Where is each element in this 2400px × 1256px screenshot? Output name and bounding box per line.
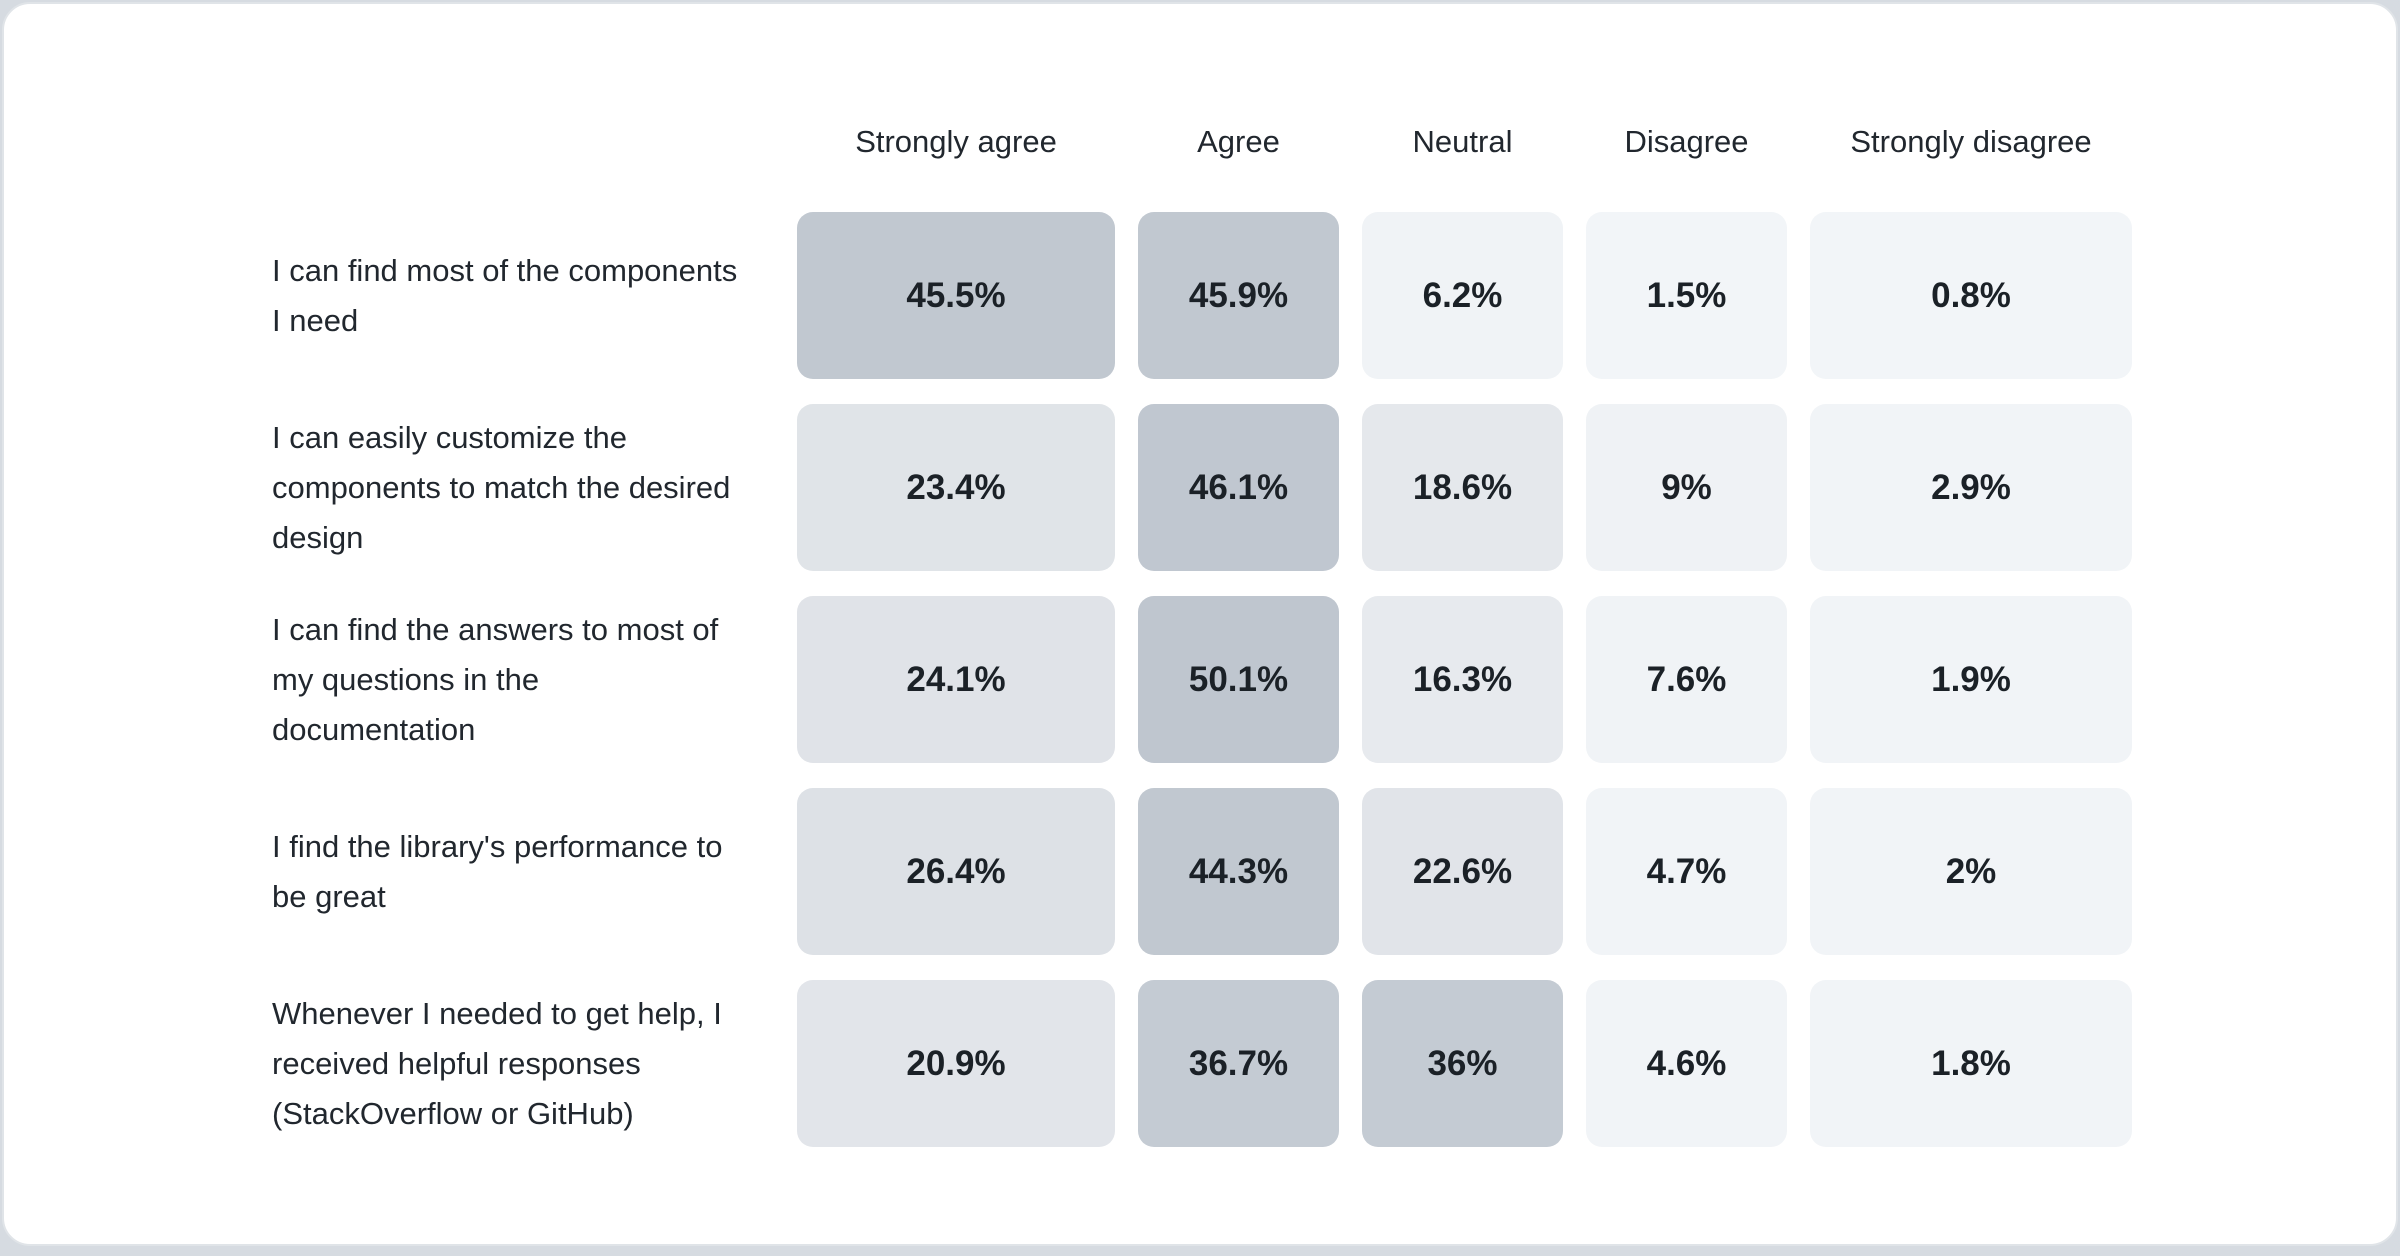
heatmap-cell-r1-neutral: 6.2% [1362,212,1563,379]
heatmap-cell-r5-agree: 36.7% [1138,980,1339,1147]
column-header-strongly-disagree: Strongly disagree [1850,124,2092,159]
column-header-strongly-agree: Strongly agree [855,124,1057,159]
column-header-neutral: Neutral [1412,124,1513,159]
heatmap-cell-r1-disagree: 1.5% [1586,212,1787,379]
heatmap-cell-r2-neutral: 18.6% [1362,404,1563,571]
heatmap-cell-r1-agree: 45.9% [1138,212,1339,379]
likert-heatmap: Strongly agree Agree Neutral Disagree St… [272,97,2132,1147]
column-header-agree: Agree [1197,124,1280,159]
heatmap-cell-r3-strongly-agree: 24.1% [797,596,1115,763]
heatmap-cell-r5-strongly-agree: 20.9% [797,980,1115,1147]
heatmap-cell-r3-neutral: 16.3% [1362,596,1563,763]
column-header-disagree: Disagree [1624,124,1749,159]
heatmap-cell-r2-disagree: 9% [1586,404,1787,571]
heatmap-cell-r3-disagree: 7.6% [1586,596,1787,763]
heatmap-cell-r2-strongly-disagree: 2.9% [1810,404,2132,571]
heatmap-cell-r2-agree: 46.1% [1138,404,1339,571]
heatmap-cell-r5-neutral: 36% [1362,980,1563,1147]
heatmap-cell-r1-strongly-disagree: 0.8% [1810,212,2132,379]
heatmap-cell-r3-strongly-disagree: 1.9% [1810,596,2132,763]
heatmap-cell-r4-agree: 44.3% [1138,788,1339,955]
heatmap-cell-r4-strongly-agree: 26.4% [797,788,1115,955]
heatmap-cell-r1-strongly-agree: 45.5% [797,212,1115,379]
heatmap-cell-r4-strongly-disagree: 2% [1810,788,2132,955]
heatmap-cell-r5-strongly-disagree: 1.8% [1810,980,2132,1147]
heatmap-cell-r2-strongly-agree: 23.4% [797,404,1115,571]
matrix-corner-spacer [272,97,774,187]
heatmap-cell-r3-agree: 50.1% [1138,596,1339,763]
row-label-documentation-answers: I can find the answers to most of my que… [272,611,719,747]
row-label-library-performance: I find the library's performance to be g… [272,828,723,914]
heatmap-cell-r4-disagree: 4.7% [1586,788,1787,955]
heatmap-cell-r5-disagree: 4.6% [1586,980,1787,1147]
row-label-customize-components: I can easily customize the components to… [272,419,731,555]
row-label-helpful-responses: Whenever I needed to get help, I receive… [272,995,722,1131]
heatmap-cell-r4-neutral: 22.6% [1362,788,1563,955]
row-label-find-components: I can find most of the components I need [272,252,738,338]
